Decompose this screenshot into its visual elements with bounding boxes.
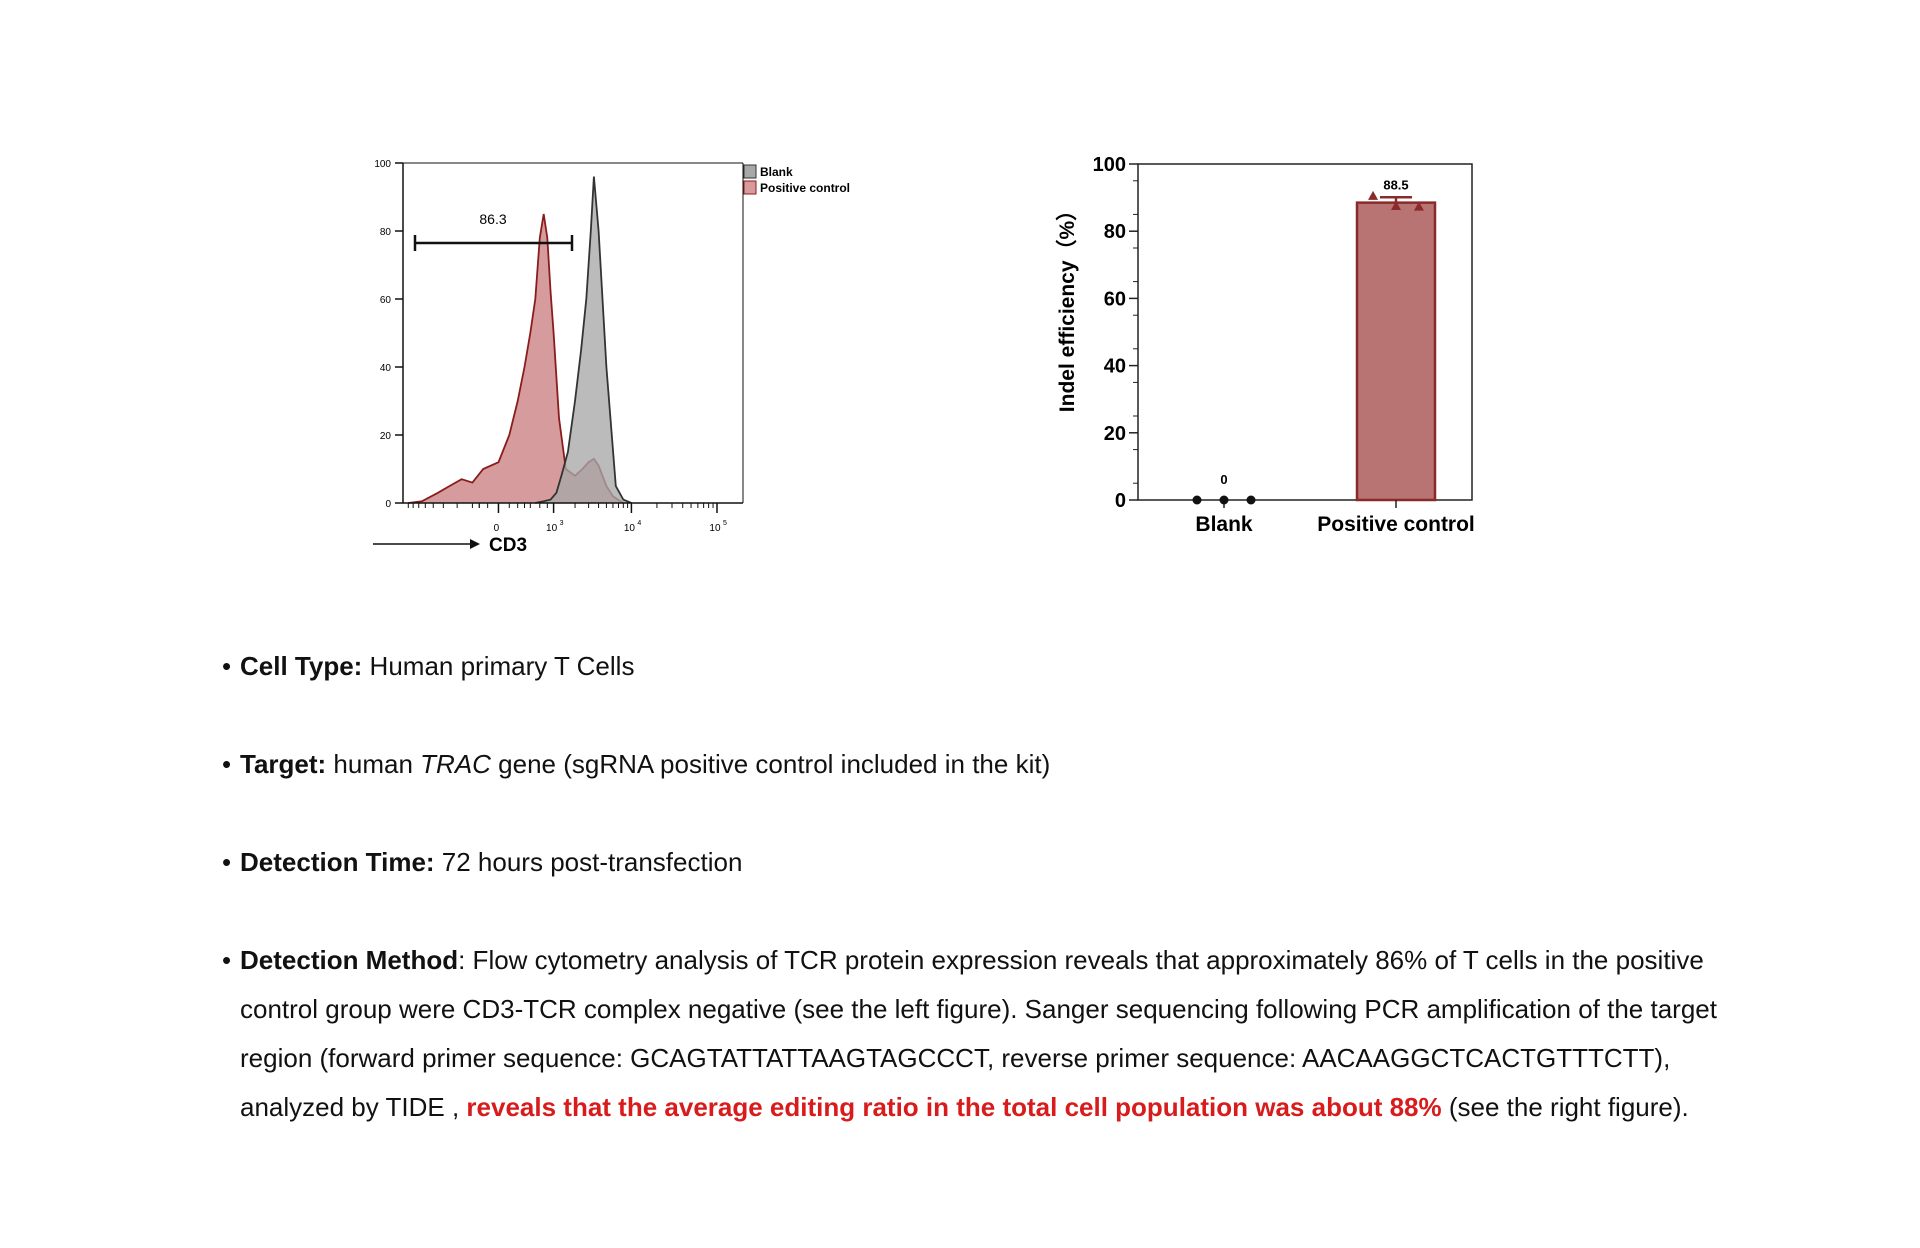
value-label-blank: 0	[1220, 472, 1227, 487]
x-tick-exponent: 4	[637, 520, 641, 527]
detection-method-label: Detection Method	[240, 945, 459, 975]
bar-positive-control	[1355, 201, 1437, 502]
indel-bar-chart: 0 20 40 60 80 100 Blank 0 Positive control 88.5 I…	[1055, 154, 1475, 536]
histogram-line-blank	[535, 176, 632, 504]
flow-x-axis-title: CD3	[373, 535, 527, 556]
target-post: gene (sgRNA positive control included in…	[490, 749, 1051, 779]
bullet-detection-time: Detection Time: 72 hours post-transfecti…	[222, 838, 1742, 887]
target-label: Target:	[240, 749, 327, 779]
flow-plot-area	[408, 176, 632, 504]
y-axis-title: Indel efficiency（%）	[1055, 200, 1079, 412]
bullet-detection-method: Detection Method: Flow cytometry analysi…	[222, 936, 1742, 1132]
y-tick-label: 0	[1115, 490, 1126, 512]
x-tick-label: 10	[709, 523, 721, 534]
x-axis-arrow-head	[470, 539, 480, 549]
detection-method-text: : Flow cytometry analysis of TCR protein…	[240, 945, 1717, 1122]
bullet-target: Target: human TRAC gene (sgRNA positive …	[222, 740, 1742, 789]
histogram-fill-blank	[535, 176, 632, 503]
y-tick-label: 100	[1093, 154, 1126, 176]
flow-legend: Blank Positive control	[743, 164, 850, 195]
x-tick-label: 0	[494, 523, 500, 534]
legend-label-blank: Blank	[760, 165, 793, 179]
target-pre: human	[326, 749, 421, 779]
cell-type-label: Cell Type:	[240, 651, 363, 681]
detection-method-highlight: reveals that the average editing ratio i…	[466, 1092, 1442, 1122]
y-tick-label: 60	[380, 295, 392, 306]
legend-swatch-blank	[743, 164, 757, 179]
y-tick-label: 40	[380, 363, 392, 374]
detection-method-end: (see the right figure).	[1441, 1092, 1689, 1122]
y-tick-label: 100	[374, 159, 391, 170]
data-point-positive-control	[1413, 201, 1424, 211]
description-list: Cell Type: Human primary T Cells Target:…	[222, 642, 1742, 1132]
data-point-blank	[1219, 495, 1229, 505]
target-gene: TRAC	[420, 749, 491, 779]
y-tick-label: 60	[1104, 288, 1126, 310]
x-axis-title: CD3	[489, 535, 527, 556]
flow-gate: 86.3	[413, 211, 574, 251]
detection-time-label: Detection Time:	[240, 847, 435, 877]
detection-time-value: 72 hours post-transfection	[434, 847, 743, 877]
legend-swatch-positive-control	[743, 180, 757, 195]
bullet-cell-type: Cell Type: Human primary T Cells	[222, 642, 1742, 691]
y-tick-label: 20	[1104, 423, 1126, 445]
x-tick-label: 10	[546, 523, 558, 534]
x-tick-exponent: 3	[560, 520, 564, 527]
gate-label: 86.3	[479, 211, 506, 227]
x-tick-label: 10	[624, 523, 636, 534]
value-label-positive-control: 88.5	[1383, 177, 1408, 192]
data-point-blank	[1246, 495, 1256, 505]
x-category-label: Positive control	[1317, 513, 1475, 536]
y-tick-label: 20	[380, 431, 392, 442]
y-tick-label: 80	[1104, 221, 1126, 243]
y-tick-label: 80	[380, 227, 392, 238]
y-tick-label: 0	[385, 499, 391, 510]
x-tick-exponent: 5	[723, 520, 727, 527]
bar-plot-area: 0 20 40 60 80 100 Blank 0 Positive control 88.5	[1093, 154, 1475, 536]
data-point-positive-control	[1391, 201, 1401, 210]
data-point-positive-control	[1368, 190, 1379, 200]
bar-plot-frame	[1137, 163, 1473, 501]
cell-type-value: Human primary T Cells	[362, 651, 635, 681]
legend-label-positive-control: Positive control	[760, 181, 850, 195]
y-tick-label: 40	[1104, 356, 1126, 378]
x-category-label: Blank	[1195, 513, 1253, 536]
data-point-blank	[1192, 495, 1202, 505]
